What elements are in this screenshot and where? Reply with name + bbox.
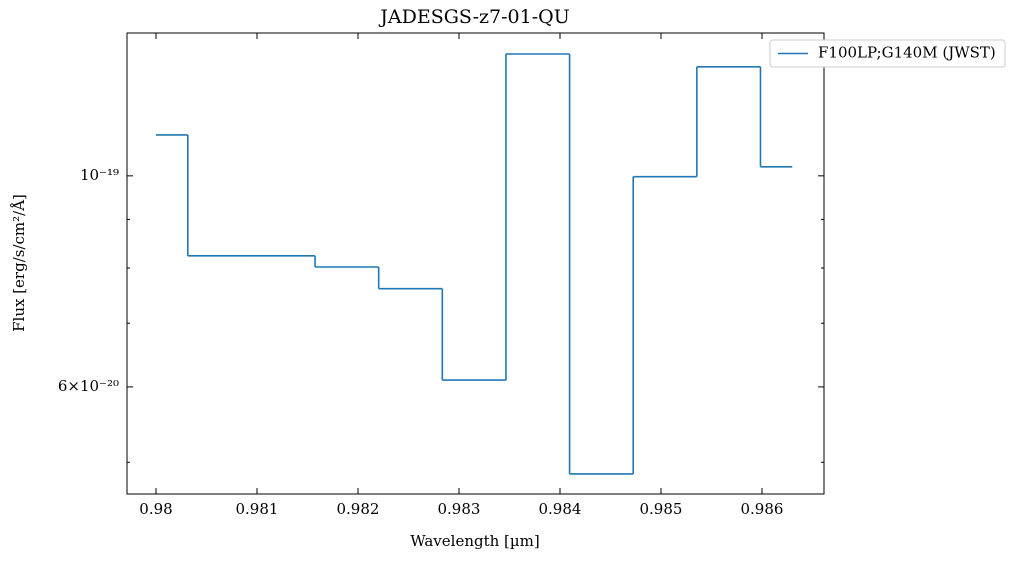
- chart-title: JADESGS-z7-01-QU: [378, 6, 569, 28]
- plot-frame: [126, 32, 825, 495]
- x-tick-label: 0.986: [741, 500, 784, 518]
- x-tick-label: 0.984: [539, 500, 582, 518]
- x-tick-label: 0.983: [438, 500, 481, 518]
- y-tick-label: 10⁻¹⁹: [80, 166, 119, 184]
- x-axis-label: Wavelength [µm]: [410, 532, 539, 550]
- x-tick-label: 0.982: [337, 500, 380, 518]
- y-axis-label: Flux [erg/s/cm²/Å]: [10, 194, 28, 332]
- legend-box: [769, 39, 1006, 68]
- y-tick-label: 6×10⁻²⁰: [58, 377, 119, 395]
- legend-label: F100LP;G140M (JWST): [818, 44, 996, 62]
- x-tick-label: 0.98: [139, 500, 172, 518]
- x-tick-label: 0.985: [640, 500, 683, 518]
- x-tick-label: 0.981: [236, 500, 279, 518]
